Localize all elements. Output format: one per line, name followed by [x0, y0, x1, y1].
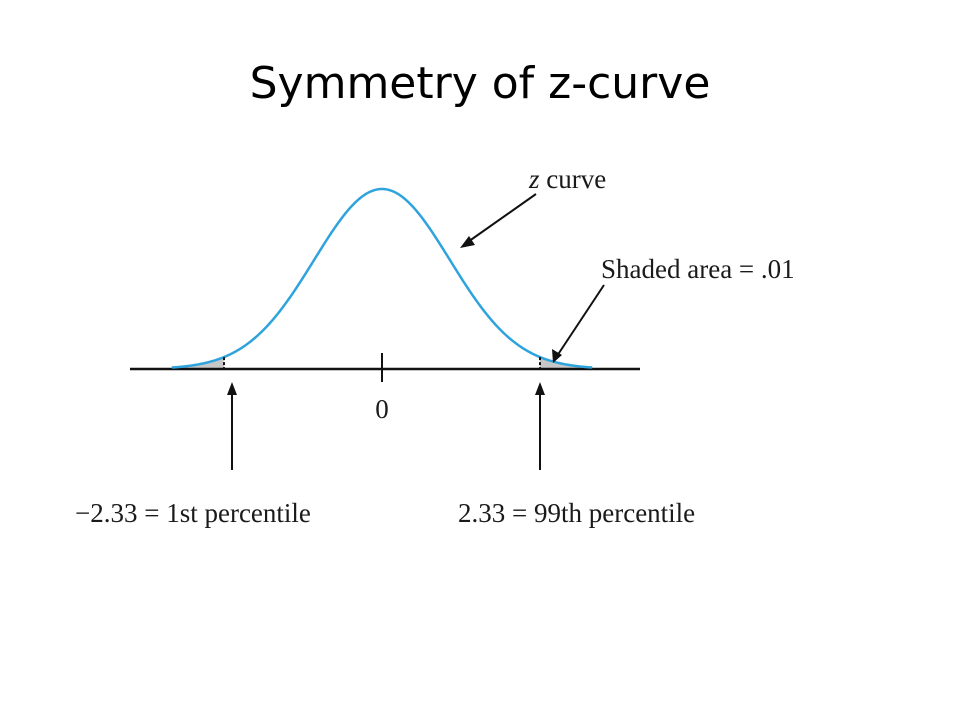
shaded-label-arrow-head [552, 349, 562, 363]
curve-label-word: curve [540, 164, 607, 194]
z-curve-figure: 0 z curve Shaded area = .01 −2.33 = 1st … [48, 142, 910, 538]
right-pointer-arrow-head [535, 382, 545, 395]
z-curve-line [171, 187, 593, 369]
right-tail-shade [540, 357, 593, 369]
z-curve-svg: 0 z curve Shaded area = .01 −2.33 = 1st … [75, 164, 795, 528]
center-tick-label: 0 [375, 394, 389, 424]
left-percentile-label: −2.33 = 1st percentile [75, 498, 311, 528]
shaded-area-label: Shaded area = .01 [601, 254, 795, 284]
slide-title: Symmetry of z-curve [249, 58, 711, 109]
shaded-label-arrow-shaft [556, 284, 605, 357]
left-pointer-arrow-head [227, 382, 237, 395]
left-tail-shade [171, 357, 224, 369]
right-percentile-label: 2.33 = 99th percentile [458, 498, 695, 528]
curve-label-arrow-shaft [464, 193, 537, 245]
curve-label-variable: z [528, 164, 540, 194]
curve-label-arrow-head [460, 236, 475, 248]
curve-label: z curve [528, 164, 606, 194]
